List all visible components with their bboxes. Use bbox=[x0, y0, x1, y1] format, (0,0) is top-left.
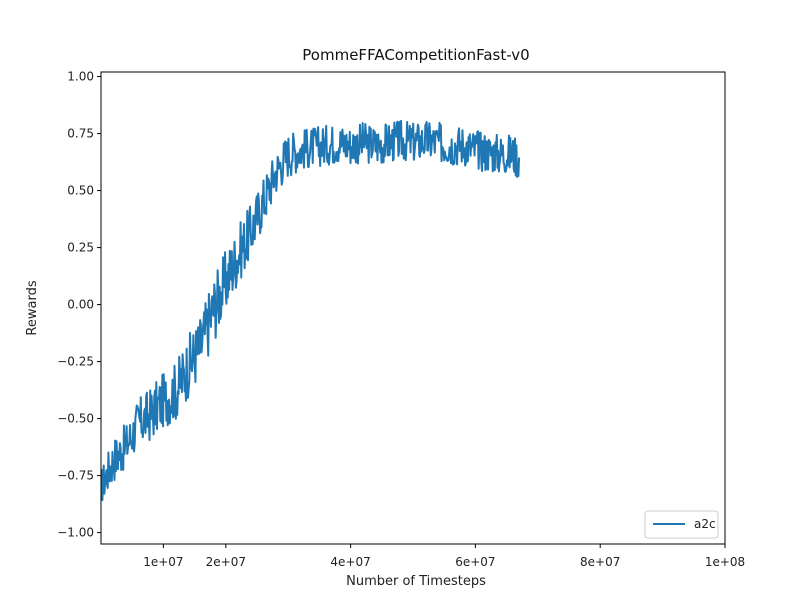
y-axis: −1.00 −0.75 −0.50 −0.25 0.00 0.25 0.50 0.75 1.00 bbox=[57, 70, 101, 540]
y-tick-label: 0.00 bbox=[67, 298, 94, 312]
y-tick-label: −1.00 bbox=[57, 526, 94, 540]
series-line-a2c bbox=[101, 120, 521, 502]
chart-title: PommeFFACompetitionFast-v0 bbox=[302, 46, 529, 64]
x-tick-label: 1e+08 bbox=[705, 555, 745, 569]
series-layer bbox=[101, 120, 521, 502]
x-tick-label: 4e+07 bbox=[330, 555, 370, 569]
legend-label-a2c: a2c bbox=[694, 517, 716, 531]
y-tick-label: 1.00 bbox=[67, 70, 94, 84]
x-axis: 1e+07 2e+07 4e+07 6e+07 8e+07 1e+08 bbox=[143, 544, 745, 569]
x-tick-label: 1e+07 bbox=[143, 555, 183, 569]
plot-frame bbox=[100, 71, 726, 545]
y-tick-label: −0.25 bbox=[57, 355, 94, 369]
y-axis-label: Rewards bbox=[25, 280, 40, 335]
x-tick-label: 2e+07 bbox=[206, 555, 246, 569]
y-tick-label: −0.75 bbox=[57, 469, 94, 483]
y-tick-label: −0.50 bbox=[57, 412, 94, 426]
legend: a2c bbox=[644, 510, 719, 539]
x-axis-label: Number of Timesteps bbox=[346, 574, 486, 589]
x-tick-label: 6e+07 bbox=[455, 555, 495, 569]
plot-area bbox=[100, 71, 726, 545]
y-tick-label: 0.75 bbox=[67, 127, 94, 141]
y-tick-label: 0.50 bbox=[67, 184, 94, 198]
x-tick-label: 8e+07 bbox=[580, 555, 620, 569]
y-tick-label: 0.25 bbox=[67, 241, 94, 255]
